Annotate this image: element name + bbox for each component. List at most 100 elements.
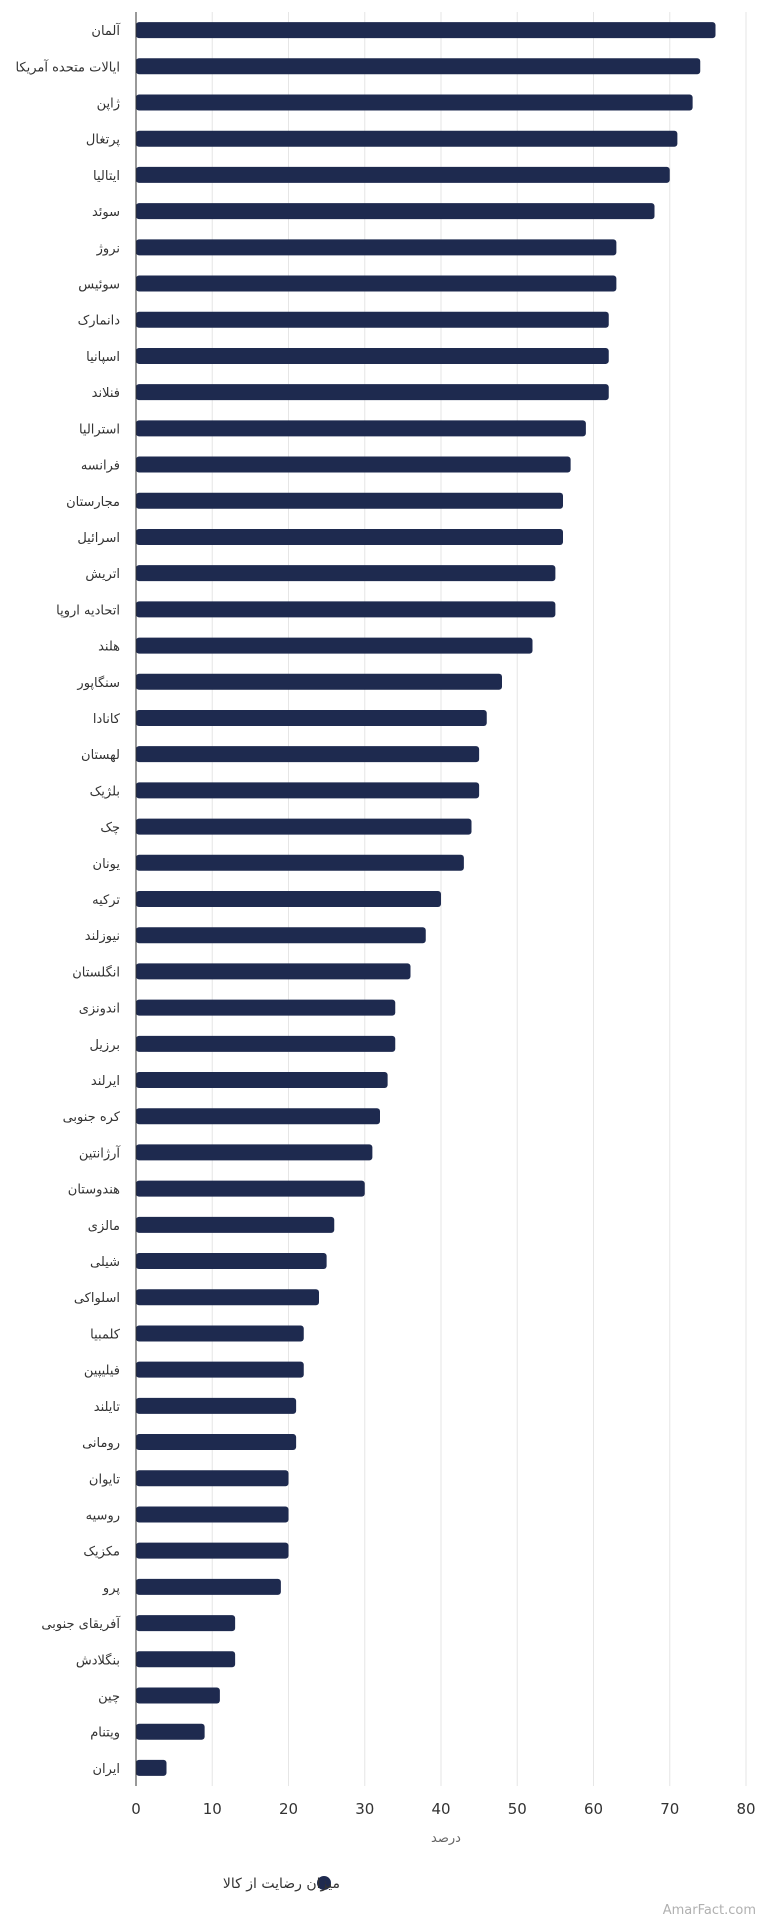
category-label: مالزی <box>88 1219 120 1234</box>
category-label: سنگاپور <box>76 675 120 691</box>
bar[interactable] <box>136 927 426 944</box>
bar[interactable] <box>136 1035 396 1052</box>
bar[interactable] <box>136 709 487 726</box>
bar[interactable] <box>136 1615 236 1632</box>
category-label: ایرلند <box>91 1074 120 1089</box>
category-label: شیلی <box>90 1255 120 1270</box>
category-label: ایتالیا <box>93 169 120 184</box>
category-label: انگلستان <box>72 964 120 980</box>
legend-label: میزان رضایت از کالا <box>223 1876 340 1892</box>
bar[interactable] <box>136 1506 289 1523</box>
x-tick-label: 40 <box>431 1800 450 1818</box>
bar[interactable] <box>136 58 701 75</box>
category-label: اسپانیا <box>86 350 120 365</box>
bar[interactable] <box>136 854 464 871</box>
x-tick-label: 20 <box>279 1800 298 1818</box>
bar[interactable] <box>136 130 678 147</box>
bar[interactable] <box>136 565 556 582</box>
x-tick-label: 80 <box>736 1800 755 1818</box>
category-label: مجارستان <box>66 495 120 510</box>
bar[interactable] <box>136 94 693 111</box>
category-label: هلند <box>98 640 120 655</box>
bar[interactable] <box>136 782 480 799</box>
bar[interactable] <box>136 1759 167 1776</box>
category-label: کره جنوبی <box>63 1110 121 1125</box>
category-label: پرتغال <box>86 133 120 148</box>
bar[interactable] <box>136 22 716 39</box>
bar[interactable] <box>136 1216 335 1233</box>
bar[interactable] <box>136 1542 289 1559</box>
category-label: فنلاند <box>92 386 120 401</box>
x-tick-label: 30 <box>355 1800 374 1818</box>
category-label: آفریقای جنوبی <box>41 1615 121 1632</box>
bar[interactable] <box>136 601 556 618</box>
x-axis-ticks: 0 10 20 30 40 50 60 70 80 <box>131 1800 755 1818</box>
bar[interactable] <box>136 1180 365 1197</box>
category-label: ایالات متحده آمریکا <box>15 58 120 75</box>
category-label: اندونزی <box>79 1002 120 1017</box>
bar[interactable] <box>136 1397 297 1414</box>
bar[interactable] <box>136 420 586 437</box>
legend-marker <box>317 1876 331 1890</box>
bar[interactable] <box>136 528 563 545</box>
bar[interactable] <box>136 963 411 980</box>
bar[interactable] <box>136 1253 327 1270</box>
category-label: آرژانتین <box>79 1144 122 1161</box>
bar[interactable] <box>136 1723 205 1740</box>
category-label: روسیه <box>86 1508 120 1523</box>
bars <box>136 22 716 1776</box>
category-label: کانادا <box>93 712 121 727</box>
legend[interactable]: میزان رضایت از کالا <box>223 1876 340 1892</box>
category-label: آلمان <box>91 22 121 39</box>
bar[interactable] <box>136 1687 220 1704</box>
bar[interactable] <box>136 891 441 907</box>
bar[interactable] <box>136 239 617 256</box>
bar[interactable] <box>136 673 502 690</box>
category-label: کلمبیا <box>90 1327 121 1342</box>
bar[interactable] <box>136 1434 297 1451</box>
watermark-text: AmarFact.com <box>663 1903 756 1918</box>
bar[interactable] <box>136 1144 373 1161</box>
bar[interactable] <box>136 1578 281 1595</box>
bar[interactable] <box>136 166 670 183</box>
bar[interactable] <box>136 311 609 328</box>
bar[interactable] <box>136 1289 319 1306</box>
category-label: سوئد <box>92 205 120 220</box>
bar[interactable] <box>136 347 609 364</box>
bar[interactable] <box>136 1361 304 1378</box>
category-label: اسرائیل <box>77 531 120 546</box>
category-label: ویتنام <box>90 1726 120 1741</box>
bar[interactable] <box>136 1072 388 1089</box>
x-tick-label: 60 <box>584 1800 603 1818</box>
bar[interactable] <box>136 456 571 473</box>
category-label: ایران <box>92 1762 120 1777</box>
bar[interactable] <box>136 637 533 654</box>
category-label: تایلند <box>94 1400 121 1415</box>
bar[interactable] <box>136 1325 304 1342</box>
bar[interactable] <box>136 746 480 763</box>
category-label: چک <box>100 821 120 836</box>
x-tick-label: 10 <box>203 1800 222 1818</box>
bar[interactable] <box>136 818 472 835</box>
category-label: استرالیا <box>79 422 120 437</box>
bar[interactable] <box>136 275 617 292</box>
category-label: مکزیک <box>83 1545 120 1560</box>
category-label: نیوزلند <box>85 929 120 944</box>
bar[interactable] <box>136 384 609 401</box>
bar[interactable] <box>136 1470 289 1487</box>
bar[interactable] <box>136 1108 380 1125</box>
bar[interactable] <box>136 203 655 220</box>
category-label: ترکیه <box>92 893 120 908</box>
category-label: رومانی <box>82 1436 120 1451</box>
category-label: دانمارک <box>78 314 121 329</box>
category-label: اتحادیه اروپا <box>56 603 120 618</box>
category-label: چین <box>98 1689 120 1704</box>
category-label: بنگلادش <box>76 1652 120 1668</box>
bar[interactable] <box>136 999 396 1016</box>
bar[interactable] <box>136 1651 236 1668</box>
category-label: یونان <box>93 857 121 872</box>
category-label: بلژیک <box>90 784 120 799</box>
bar[interactable] <box>136 492 563 509</box>
category-label: نروژ <box>96 241 120 256</box>
